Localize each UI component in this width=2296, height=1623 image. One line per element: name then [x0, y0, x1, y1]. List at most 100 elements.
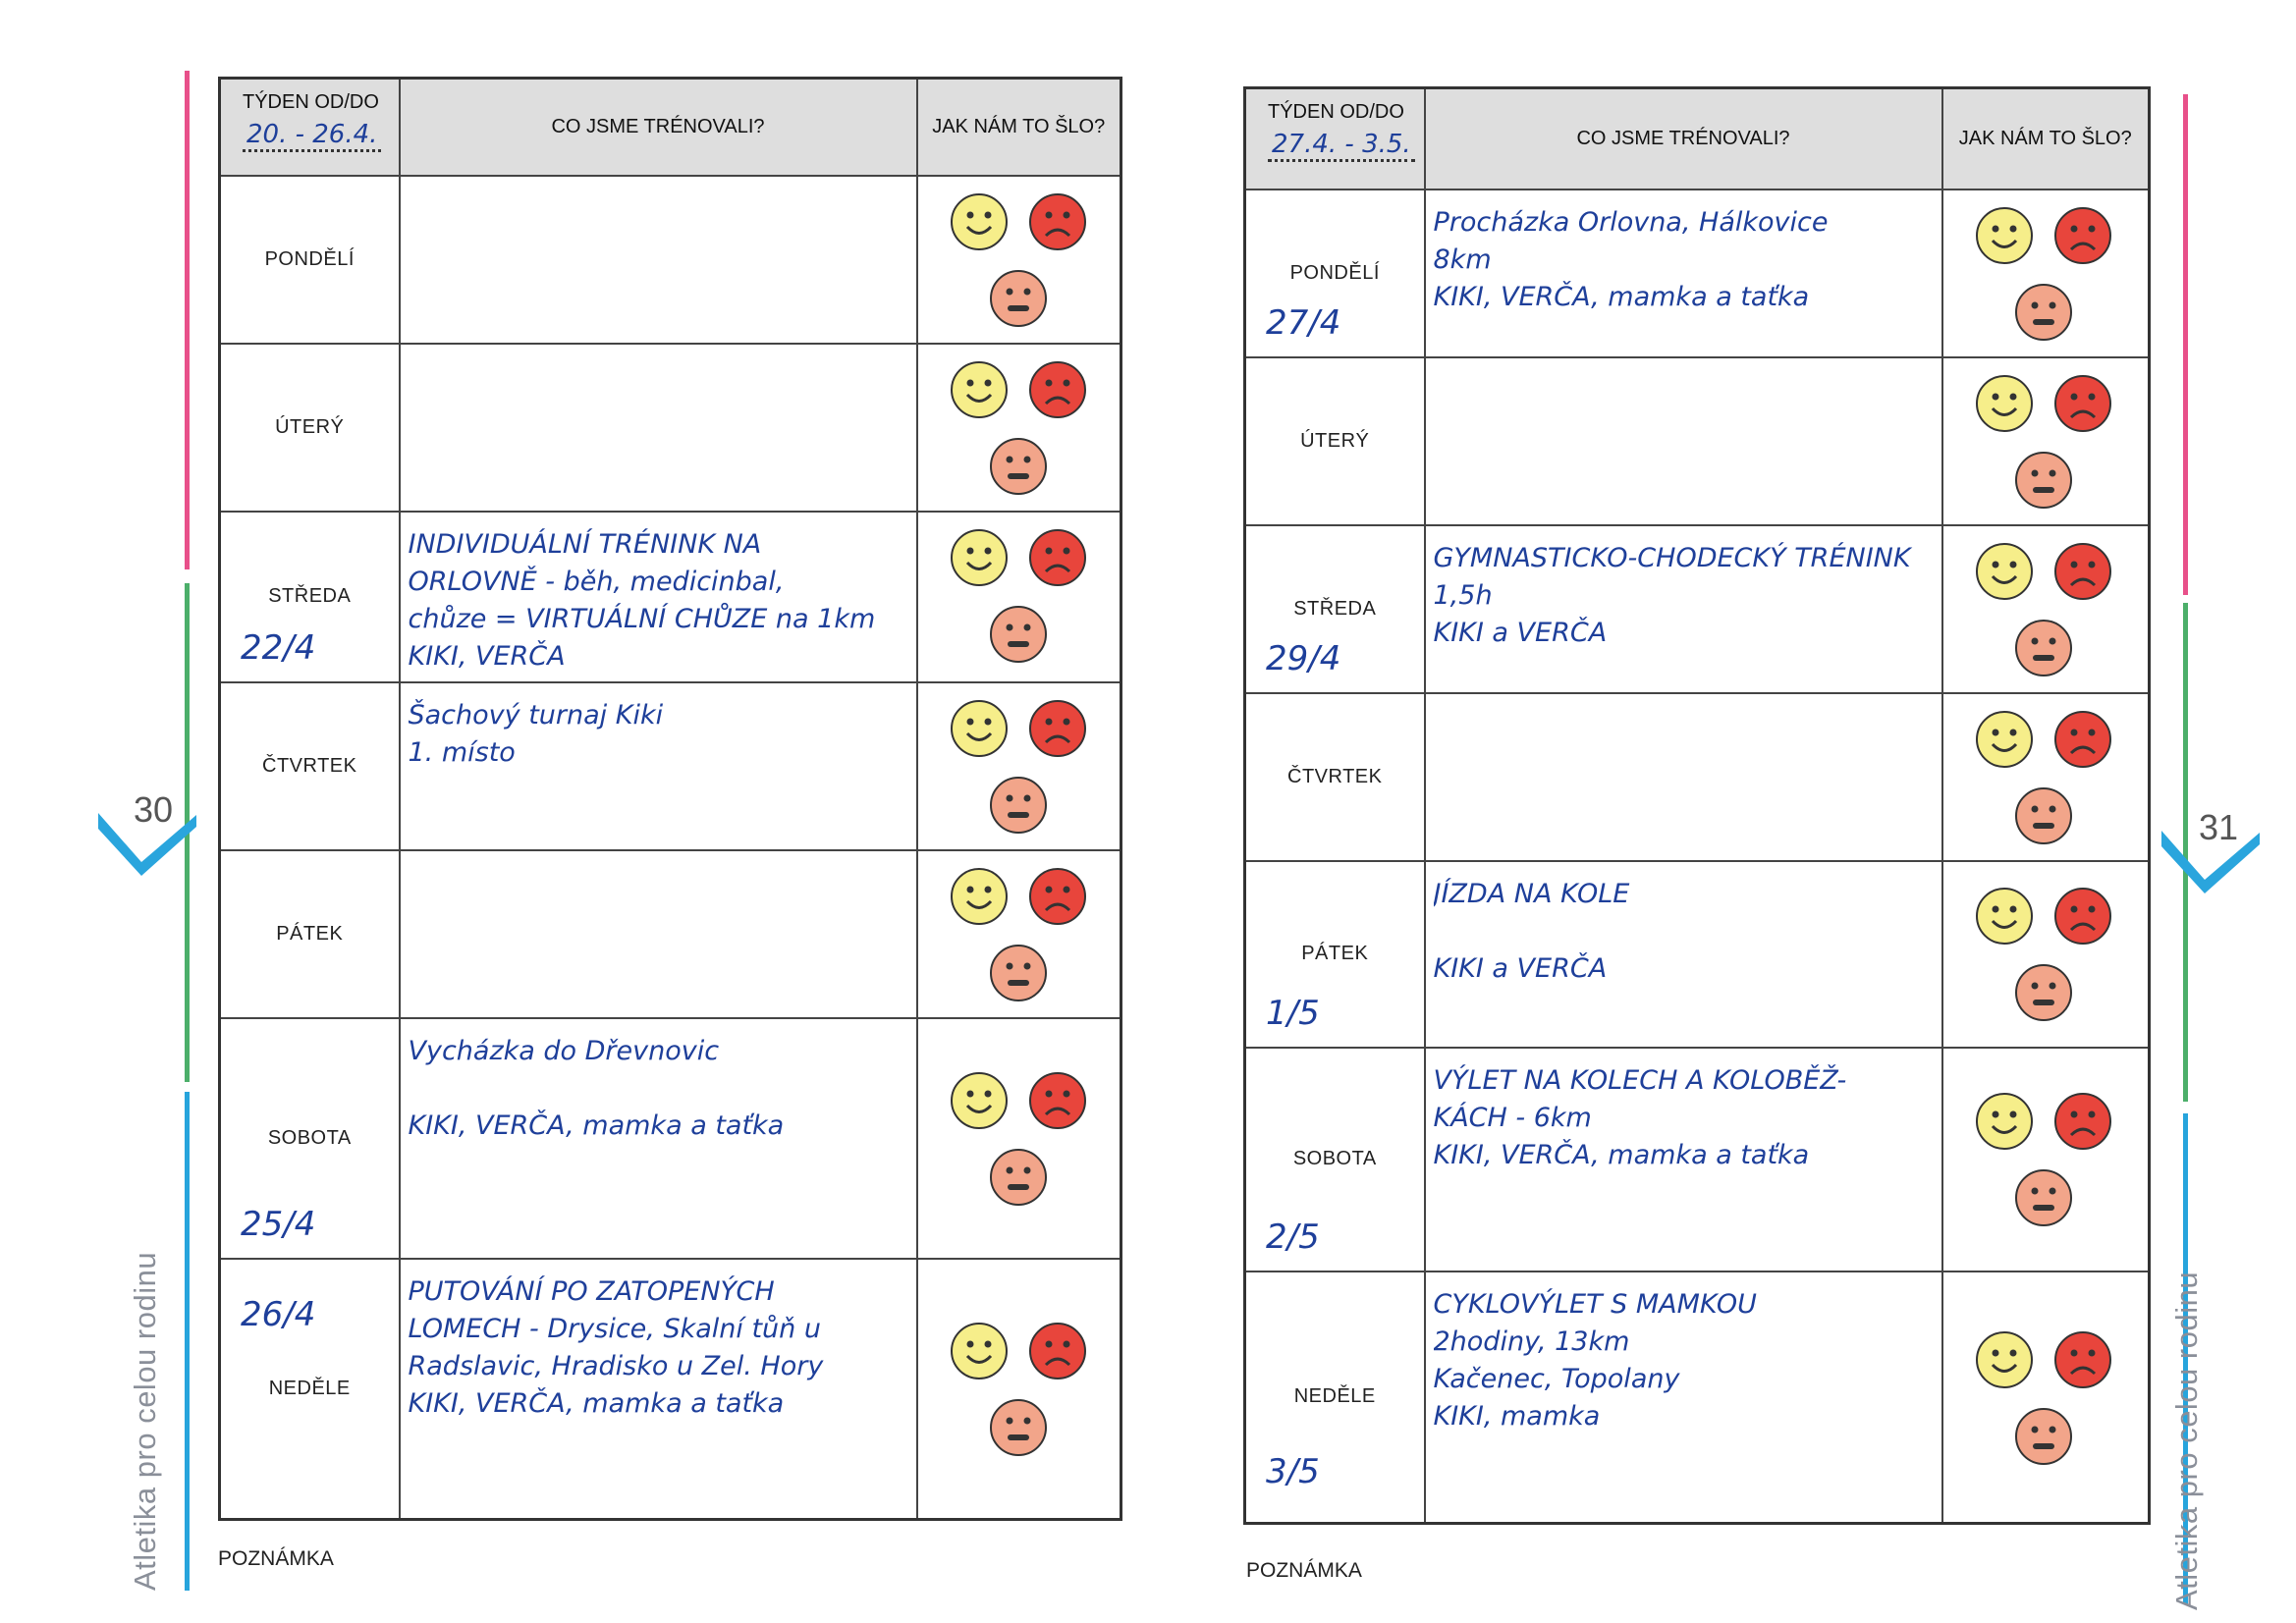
sad-face-icon[interactable] [2053, 206, 2112, 265]
day-name: NEDĚLE [1293, 1385, 1376, 1408]
happy-face-icon[interactable] [950, 867, 1009, 926]
sad-face-icon[interactable] [1028, 192, 1087, 251]
sad-face-icon[interactable] [2053, 1092, 2112, 1151]
day-row: SOBOTA 2/5 VÝLET NA KOLECH A KOLOBĚŽ- KÁCH … [1243, 1046, 2151, 1272]
note-line: VÝLET NA KOLECH A KOLOBĚŽ- [1433, 1064, 1847, 1096]
sad-face-icon[interactable] [2053, 1330, 2112, 1389]
day-cell: SOBOTA 2/5 [1243, 1046, 1426, 1272]
neutral-face-icon[interactable] [989, 1148, 1048, 1207]
sad-face-icon[interactable] [1028, 1071, 1087, 1130]
happy-face-icon[interactable] [950, 192, 1009, 251]
activity-notes: VÝLET NA KOLECH A KOLOBĚŽ- KÁCH - 6km KIKI… [1423, 1046, 1943, 1272]
note-line: JÍZDA NA KOLE [1433, 878, 1630, 909]
sad-face-icon[interactable] [2053, 710, 2112, 769]
note-line: KIKI, VERČA, mamka a taťka [1433, 1139, 1810, 1170]
day-name: ÚTERÝ [275, 415, 345, 438]
happy-face-icon[interactable] [950, 360, 1009, 419]
sad-face-icon[interactable] [2053, 542, 2112, 601]
happy-face-icon[interactable] [1975, 542, 2034, 601]
day-cell: NEDĚLE 3/5 [1243, 1270, 1426, 1525]
note-line: 1. místo [408, 736, 516, 768]
happy-face-icon[interactable] [1975, 1330, 2034, 1389]
happy-face-icon[interactable] [1975, 887, 2034, 946]
neutral-face-icon[interactable] [2014, 619, 2073, 677]
neutral-face-icon[interactable] [2014, 451, 2073, 510]
day-cell: PÁTEK [218, 848, 401, 1019]
neutral-face-icon[interactable] [989, 269, 1048, 328]
neutral-face-icon[interactable] [2014, 1168, 2073, 1227]
happy-face-icon[interactable] [950, 699, 1009, 758]
neutral-face-icon[interactable] [989, 776, 1048, 835]
mood-cell [1941, 188, 2151, 358]
week-range: 20. - 26.4. [243, 120, 382, 152]
day-row: NEDĚLE 26/4 PUTOVÁNÍ PO ZATOPENÝCH LOMECH -… [218, 1257, 1122, 1521]
note-line: 2hodiny, 13km [1433, 1325, 1630, 1357]
week-label: TÝDEN od/do [1268, 101, 1404, 123]
sad-face-icon[interactable] [1028, 867, 1087, 926]
day-cell: ÚTERÝ [218, 342, 401, 513]
happy-face-icon[interactable] [950, 1071, 1009, 1130]
happy-face-icon[interactable] [1975, 710, 2034, 769]
checkmark-icon [98, 813, 196, 876]
week-header: TÝDEN od/do 27.4. - 3.5. [1243, 86, 1426, 190]
note-line: Kačenec, Topolany [1433, 1363, 1680, 1394]
note-line: chůze = VIRTUÁLNÍ CHŮZE na 1km [408, 603, 876, 634]
note-line: 8km [1433, 243, 1492, 275]
sad-face-icon[interactable] [1028, 360, 1087, 419]
day-row: ÚTERÝ [218, 342, 1122, 513]
activity-notes [398, 342, 918, 513]
mood-header: JAK NÁM TO ŠLO? [915, 77, 1122, 177]
neutral-face-icon[interactable] [2014, 1407, 2073, 1466]
note-line: KIKI, VERČA, mamka a taťka [1433, 281, 1810, 312]
day-name: PÁTEK [1301, 943, 1369, 964]
neutral-face-icon[interactable] [989, 1398, 1048, 1457]
day-name: STŘEDA [268, 585, 352, 607]
note-line: INDIVIDUÁLNÍ TRÉNINK NA [408, 528, 762, 560]
mood-cell [1941, 355, 2151, 526]
activity-notes [398, 174, 918, 345]
day-cell: PONDĚLÍ [218, 174, 401, 345]
day-name: ČTVRTEK [262, 754, 357, 777]
activity-notes: GYMNASTICKO-CHODECKÝ TRÉNINK 1,5h KIKI a V… [1423, 523, 1943, 694]
happy-face-icon[interactable] [1975, 1092, 2034, 1151]
pink-margin-strip [2183, 94, 2188, 595]
neutral-face-icon[interactable] [989, 605, 1048, 664]
day-name: ÚTERÝ [1300, 429, 1370, 452]
activity-notes: Vycházka do Dřevnovic KIKI, VERČA, mamka … [398, 1016, 918, 1260]
note-line: PUTOVÁNÍ PO ZATOPENÝCH [408, 1275, 775, 1307]
neutral-face-icon[interactable] [989, 944, 1048, 1002]
day-row: SOBOTA 25/4 Vycházka do Dřevnovic KIKI, VER… [218, 1016, 1122, 1260]
neutral-face-icon[interactable] [2014, 283, 2073, 342]
note-line: Procházka Orlovna, Hálkovice [1433, 206, 1829, 238]
sad-face-icon[interactable] [2053, 887, 2112, 946]
mood-cell [915, 342, 1122, 513]
activity-notes: Procházka Orlovna, Hálkovice 8km KIKI, VER… [1423, 188, 1943, 358]
mood-cell [1941, 1046, 2151, 1272]
note-line: LOMECH - Drysice, Skalní tůň u [408, 1313, 821, 1344]
day-name: ČTVRTEK [1287, 765, 1383, 787]
sad-face-icon[interactable] [1028, 699, 1087, 758]
mood-cell [915, 1257, 1122, 1521]
day-row: ČTVRTEK [1243, 691, 2151, 862]
happy-face-icon[interactable] [1975, 206, 2034, 265]
happy-face-icon[interactable] [950, 1322, 1009, 1380]
day-row: PONDĚLÍ [218, 174, 1122, 345]
neutral-face-icon[interactable] [989, 437, 1048, 496]
day-name: SOBOTA [1292, 1148, 1377, 1169]
activity-notes: Šachový turnaj Kiki 1. místo [398, 680, 918, 851]
page-number: 30 [134, 789, 174, 830]
sad-face-icon[interactable] [2053, 374, 2112, 433]
day-date: 1/5 [1266, 993, 1320, 1033]
neutral-face-icon[interactable] [2014, 963, 2073, 1022]
activity-notes [1423, 355, 1943, 526]
mood-cell [1941, 1270, 2151, 1525]
week-range: 27.4. - 3.5. [1268, 130, 1415, 162]
neutral-face-icon[interactable] [2014, 786, 2073, 845]
sad-face-icon[interactable] [1028, 1322, 1087, 1380]
happy-face-icon[interactable] [950, 528, 1009, 587]
sad-face-icon[interactable] [1028, 528, 1087, 587]
day-cell: ČTVRTEK [1243, 691, 1426, 862]
day-row: STŘEDA 22/4 INDIVIDUÁLNÍ TRÉNINK NA ORLOVNĚ… [218, 510, 1122, 683]
happy-face-icon[interactable] [1975, 374, 2034, 433]
day-name: PONDĚLÍ [264, 247, 355, 270]
